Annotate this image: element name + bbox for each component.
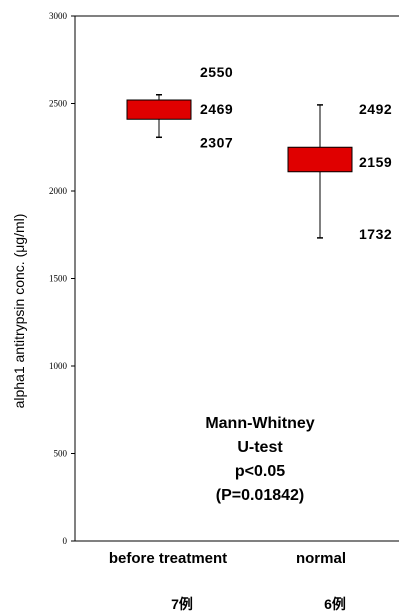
y-axis-label: alpha1 antitrypsin conc. (μg/ml) bbox=[11, 214, 27, 409]
y-tick-label: 0 bbox=[63, 536, 68, 546]
annotation-line: Mann-Whitney bbox=[205, 415, 314, 432]
y-tick-label: 2000 bbox=[49, 186, 68, 196]
box-body bbox=[287, 146, 353, 173]
box-before-treatment: 2550 2469 2307 bbox=[126, 64, 233, 150]
annotation-line: (P=0.01842) bbox=[216, 487, 305, 504]
category-labels: before treatment normal 7例 6例 bbox=[109, 550, 346, 612]
value-label: 2159 bbox=[359, 154, 392, 170]
annotation-line: p<0.05 bbox=[235, 463, 285, 480]
test-annotation: Mann-Whitney U-test p<0.05 (P=0.01842) bbox=[205, 415, 314, 504]
count-label: 7例 bbox=[171, 596, 193, 612]
y-tick-label: 3000 bbox=[49, 11, 68, 21]
y-tick-label: 1000 bbox=[49, 361, 68, 371]
box-normal: 2492 2159 1732 bbox=[287, 101, 392, 242]
category-label: normal bbox=[296, 550, 346, 567]
y-tick-label: 500 bbox=[54, 449, 68, 459]
y-tick-label: 2500 bbox=[49, 99, 68, 109]
value-label: 1732 bbox=[359, 226, 392, 242]
value-label: 2550 bbox=[200, 64, 233, 80]
y-axis: 0 500 1000 1500 2000 2500 3000 bbox=[49, 11, 399, 546]
boxes: 2550 2469 2307 2492 2159 1732 bbox=[126, 64, 392, 242]
value-label: 2307 bbox=[200, 134, 233, 150]
count-label: 6例 bbox=[324, 596, 346, 612]
y-tick-label: 1500 bbox=[49, 274, 68, 284]
value-label: 2492 bbox=[359, 101, 392, 117]
category-label: before treatment bbox=[109, 550, 227, 567]
value-label: 2469 bbox=[200, 101, 233, 117]
annotation-line: U-test bbox=[237, 439, 283, 456]
box-body bbox=[126, 99, 192, 120]
